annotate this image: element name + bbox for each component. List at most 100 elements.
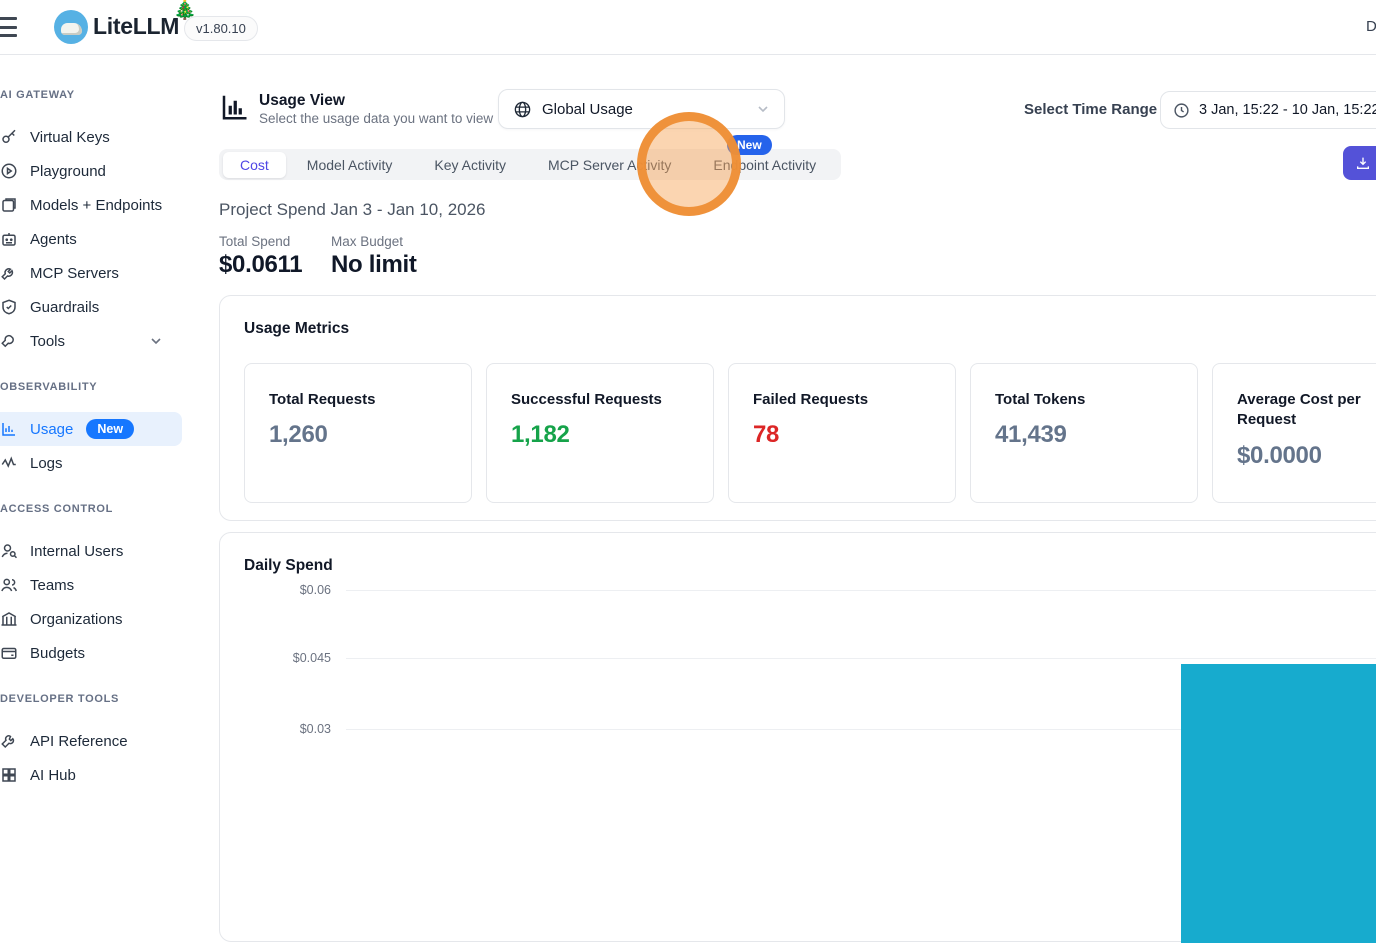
export-button[interactable] bbox=[1343, 146, 1376, 180]
metric-value: 1,260 bbox=[269, 421, 328, 449]
user-menu[interactable]: D bbox=[1366, 18, 1376, 35]
usage-scope-select[interactable]: Global Usage bbox=[498, 89, 785, 129]
gridline bbox=[346, 729, 1376, 730]
wrench-icon bbox=[0, 332, 18, 350]
sidebar-item-label: Guardrails bbox=[30, 298, 100, 316]
gridline bbox=[346, 590, 1376, 591]
metric-card-average-cost: Average Cost per Request $0.0000 bbox=[1212, 363, 1376, 503]
metric-card-total-tokens: Total Tokens 41,439 bbox=[970, 363, 1198, 503]
sidebar-item-label: Models + Endpoints bbox=[30, 196, 163, 214]
sidebar-item-label: Virtual Keys bbox=[30, 128, 110, 146]
metric-label: Total Requests bbox=[269, 391, 376, 408]
y-axis-tick: $0.06 bbox=[299, 583, 331, 597]
time-range-label: Select Time Range bbox=[1024, 101, 1158, 118]
sidebar-item-teams[interactable]: Teams bbox=[0, 568, 200, 602]
clock-icon bbox=[1174, 102, 1189, 118]
usage-metrics-panel: Usage Metrics Total Requests 1,260 Succe… bbox=[219, 295, 1376, 521]
metric-label: Failed Requests bbox=[753, 391, 869, 408]
robot-icon bbox=[0, 230, 18, 248]
daily-spend-title: Daily Spend bbox=[244, 557, 333, 574]
holiday-tree-icon: 🎄 bbox=[173, 0, 197, 21]
shield-check-icon bbox=[0, 298, 18, 316]
litellm-logo bbox=[54, 10, 88, 44]
total-spend-label: Total Spend bbox=[219, 234, 291, 249]
chevron-down-icon bbox=[150, 335, 162, 347]
sidebar-section-observability: OBSERVABILITY bbox=[0, 381, 98, 393]
sidebar-item-usage[interactable]: Usage New bbox=[0, 412, 182, 446]
y-axis-tick: $0.045 bbox=[292, 651, 331, 665]
metric-label: Total Tokens bbox=[995, 391, 1086, 408]
gridline bbox=[346, 658, 1376, 659]
sidebar-section-ai-gateway: AI GATEWAY bbox=[0, 89, 75, 101]
wallet-icon bbox=[0, 644, 18, 662]
sidebar-item-label: Budgets bbox=[30, 644, 86, 662]
sidebar-item-budgets[interactable]: Budgets bbox=[0, 636, 200, 670]
sidebar-item-label: Organizations bbox=[30, 610, 123, 628]
usage-view-subtitle: Select the usage data you want to view bbox=[259, 111, 494, 126]
sidebar-item-agents[interactable]: Agents bbox=[0, 222, 200, 256]
tab-mcp-server-activity[interactable]: MCP Server Activity bbox=[547, 156, 672, 173]
sidebar-item-label: API Reference bbox=[30, 732, 128, 750]
sidebar-item-label: Usage bbox=[30, 420, 74, 438]
usage-metrics-title: Usage Metrics bbox=[244, 320, 350, 337]
tab-model-activity[interactable]: Model Activity bbox=[306, 156, 393, 173]
tab-cost[interactable]: Cost bbox=[223, 151, 286, 178]
daily-spend-panel: Daily Spend $0.06 $0.045 $0.03 bbox=[219, 532, 1376, 943]
sidebar: AI GATEWAY Virtual Keys Playground Model… bbox=[0, 55, 200, 784]
sidebar-item-playground[interactable]: Playground bbox=[0, 154, 200, 188]
sidebar-section-access-control: ACCESS CONTROL bbox=[0, 503, 114, 515]
time-range-input[interactable]: 3 Jan, 15:22 - 10 Jan, 15:22 bbox=[1160, 91, 1376, 129]
sidebar-item-label: Tools bbox=[30, 332, 66, 350]
endpoint-activity-new-badge: New bbox=[727, 135, 772, 155]
metric-label: Successful Requests bbox=[511, 391, 662, 408]
sidebar-item-label: Agents bbox=[30, 230, 77, 248]
bar-chart-icon bbox=[0, 420, 18, 438]
activity-icon bbox=[0, 454, 18, 472]
server-wrench-icon bbox=[0, 264, 18, 282]
box-icon bbox=[0, 196, 18, 214]
sidebar-item-internal-users[interactable]: Internal Users bbox=[0, 534, 200, 568]
metric-card-failed-requests: Failed Requests 78 bbox=[728, 363, 956, 503]
sidebar-item-label: MCP Servers bbox=[30, 264, 119, 282]
play-circle-icon bbox=[0, 162, 18, 180]
globe-icon bbox=[514, 101, 531, 117]
api-tool-icon bbox=[0, 732, 18, 750]
sidebar-item-label: Teams bbox=[30, 576, 75, 594]
chevron-down-icon bbox=[756, 102, 770, 116]
sidebar-item-label: Internal Users bbox=[30, 542, 124, 560]
users-icon bbox=[0, 576, 18, 594]
sidebar-item-tools[interactable]: Tools bbox=[0, 324, 200, 358]
max-budget-label: Max Budget bbox=[331, 234, 404, 249]
time-range-value: 3 Jan, 15:22 - 10 Jan, 15:22 bbox=[1199, 102, 1376, 118]
y-axis-tick: $0.03 bbox=[299, 722, 331, 736]
sidebar-item-mcp-servers[interactable]: MCP Servers bbox=[0, 256, 200, 290]
tab-endpoint-activity[interactable]: Endpoint Activity bbox=[713, 156, 817, 173]
daily-spend-bar[interactable] bbox=[1181, 664, 1376, 943]
sidebar-item-api-reference[interactable]: API Reference bbox=[0, 724, 200, 758]
hamburger-menu-icon[interactable] bbox=[0, 17, 17, 37]
metric-value: $0.0000 bbox=[1237, 441, 1322, 469]
sidebar-item-models-endpoints[interactable]: Models + Endpoints bbox=[0, 188, 200, 222]
usage-scope-value: Global Usage bbox=[542, 100, 633, 118]
sidebar-item-guardrails[interactable]: Guardrails bbox=[0, 290, 200, 324]
sidebar-item-logs[interactable]: Logs bbox=[0, 446, 200, 480]
sidebar-item-ai-hub[interactable]: AI Hub bbox=[0, 758, 200, 792]
metric-value: 41,439 bbox=[995, 421, 1067, 449]
usage-view-title: Usage View bbox=[259, 92, 345, 109]
tab-key-activity[interactable]: Key Activity bbox=[434, 156, 506, 173]
project-spend-title: Project Spend Jan 3 - Jan 10, 2026 bbox=[219, 200, 486, 219]
sidebar-item-label: Logs bbox=[30, 454, 63, 472]
brand-title: LiteLLM bbox=[93, 13, 180, 39]
sidebar-item-label: AI Hub bbox=[30, 766, 76, 784]
user-search-icon bbox=[0, 542, 18, 560]
max-budget-value: No limit bbox=[331, 251, 417, 278]
metric-value: 1,182 bbox=[511, 421, 570, 449]
sidebar-item-organizations[interactable]: Organizations bbox=[0, 602, 200, 636]
key-icon bbox=[0, 128, 18, 146]
sidebar-item-virtual-keys[interactable]: Virtual Keys bbox=[0, 120, 200, 154]
metric-label: Average Cost per Request bbox=[1237, 391, 1361, 429]
download-icon bbox=[1357, 157, 1369, 169]
total-spend-value: $0.0611 bbox=[219, 251, 303, 278]
bank-icon bbox=[0, 610, 18, 628]
version-badge: v1.80.10 bbox=[184, 16, 258, 41]
